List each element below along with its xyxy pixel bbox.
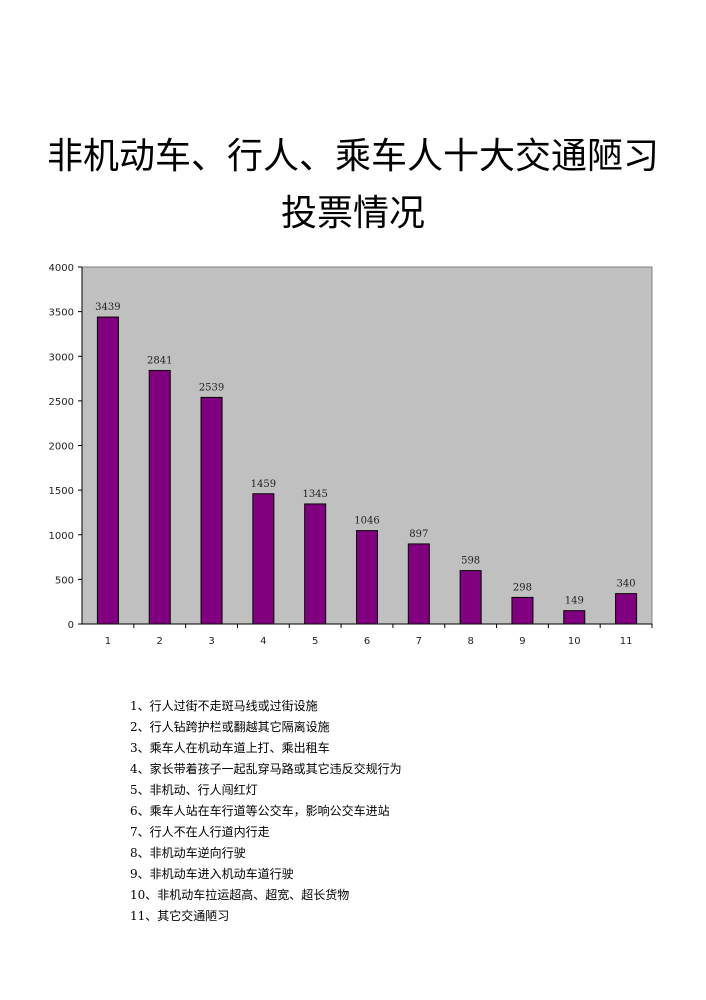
bar-value-label: 1046 bbox=[354, 516, 379, 527]
bar bbox=[511, 596, 534, 625]
chart-title-line-2: 投票情况 bbox=[280, 193, 425, 234]
y-tick-label: 3000 bbox=[49, 352, 74, 363]
bar bbox=[615, 593, 638, 625]
x-tick-label: 1 bbox=[105, 636, 111, 647]
legend-item: 9、非机动车进入机动车道行驶 bbox=[130, 867, 294, 881]
y-tick-label: 2500 bbox=[49, 397, 74, 408]
bar bbox=[200, 396, 223, 625]
x-tick-label: 3 bbox=[208, 636, 214, 647]
legend-item: 1、行人过街不走斑马线或过街设施 bbox=[130, 699, 318, 713]
y-tick-label: 2000 bbox=[49, 442, 74, 453]
bar-value-label: 298 bbox=[513, 582, 532, 593]
x-tick-label: 6 bbox=[364, 636, 370, 647]
y-tick-label: 1000 bbox=[49, 531, 74, 542]
bar-value-label: 3439 bbox=[95, 302, 120, 313]
bar bbox=[459, 570, 482, 625]
bar-value-label: 149 bbox=[565, 596, 584, 607]
x-tick-label: 5 bbox=[312, 636, 318, 647]
bar-value-label: 2539 bbox=[199, 382, 224, 393]
x-tick-label: 11 bbox=[620, 636, 633, 647]
bar-value-label: 340 bbox=[617, 579, 636, 590]
x-tick-label: 4 bbox=[260, 636, 266, 647]
y-tick-label: 1500 bbox=[49, 486, 74, 497]
bar bbox=[356, 530, 378, 625]
x-tick-label: 8 bbox=[467, 636, 473, 647]
y-tick-label: 500 bbox=[55, 575, 74, 586]
legend-item: 3、乘车人在机动车道上打、乘出租车 bbox=[130, 741, 330, 755]
bar-value-label: 2841 bbox=[147, 355, 172, 366]
legend-item: 7、行人不在人行道内行走 bbox=[130, 825, 270, 839]
legend-item: 4、家长带着孩子一起乱穿马路或其它违反交规行为 bbox=[130, 762, 402, 776]
legend-item: 11、其它交通陋习 bbox=[130, 909, 230, 923]
bar bbox=[304, 503, 327, 625]
legend-item: 10、非机动车拉运超高、超宽、超长货物 bbox=[130, 888, 350, 902]
bar-value-label: 598 bbox=[461, 556, 480, 567]
legend-item: 6、乘车人站在车行道等公交车，影响公交车进站 bbox=[130, 804, 390, 818]
category-legend-list: 1、行人过街不走斑马线或过街设施 2、行人钻跨护栏或翻越其它隔离设施 3、乘车人在机… bbox=[130, 696, 402, 927]
bar-value-label: 1459 bbox=[251, 479, 276, 490]
y-tick-label: 3500 bbox=[49, 308, 74, 319]
legend-item: 5、非机动、行人闯红灯 bbox=[130, 783, 258, 797]
y-tick-label: 4000 bbox=[49, 263, 74, 274]
y-tick-label: 0 bbox=[68, 620, 74, 631]
bar-chart: 0500100015002000250030003500400034391284… bbox=[49, 263, 653, 647]
chart-title-line-1: 非机动车、行人、乘车人十大交通陋习 bbox=[46, 136, 659, 177]
x-tick-label: 7 bbox=[416, 636, 422, 647]
bar bbox=[148, 369, 171, 625]
x-tick-label: 2 bbox=[157, 636, 163, 647]
bar bbox=[407, 543, 430, 625]
bar bbox=[563, 610, 586, 625]
bar bbox=[96, 316, 119, 625]
x-tick-label: 9 bbox=[519, 636, 525, 647]
legend-item: 8、非机动车逆向行驶 bbox=[130, 846, 246, 860]
bar-value-label: 1345 bbox=[302, 489, 327, 500]
legend-item: 2、行人钻跨护栏或翻越其它隔离设施 bbox=[130, 720, 330, 734]
bar-value-label: 897 bbox=[409, 529, 428, 540]
bar bbox=[252, 493, 275, 625]
x-tick-label: 10 bbox=[568, 636, 581, 647]
